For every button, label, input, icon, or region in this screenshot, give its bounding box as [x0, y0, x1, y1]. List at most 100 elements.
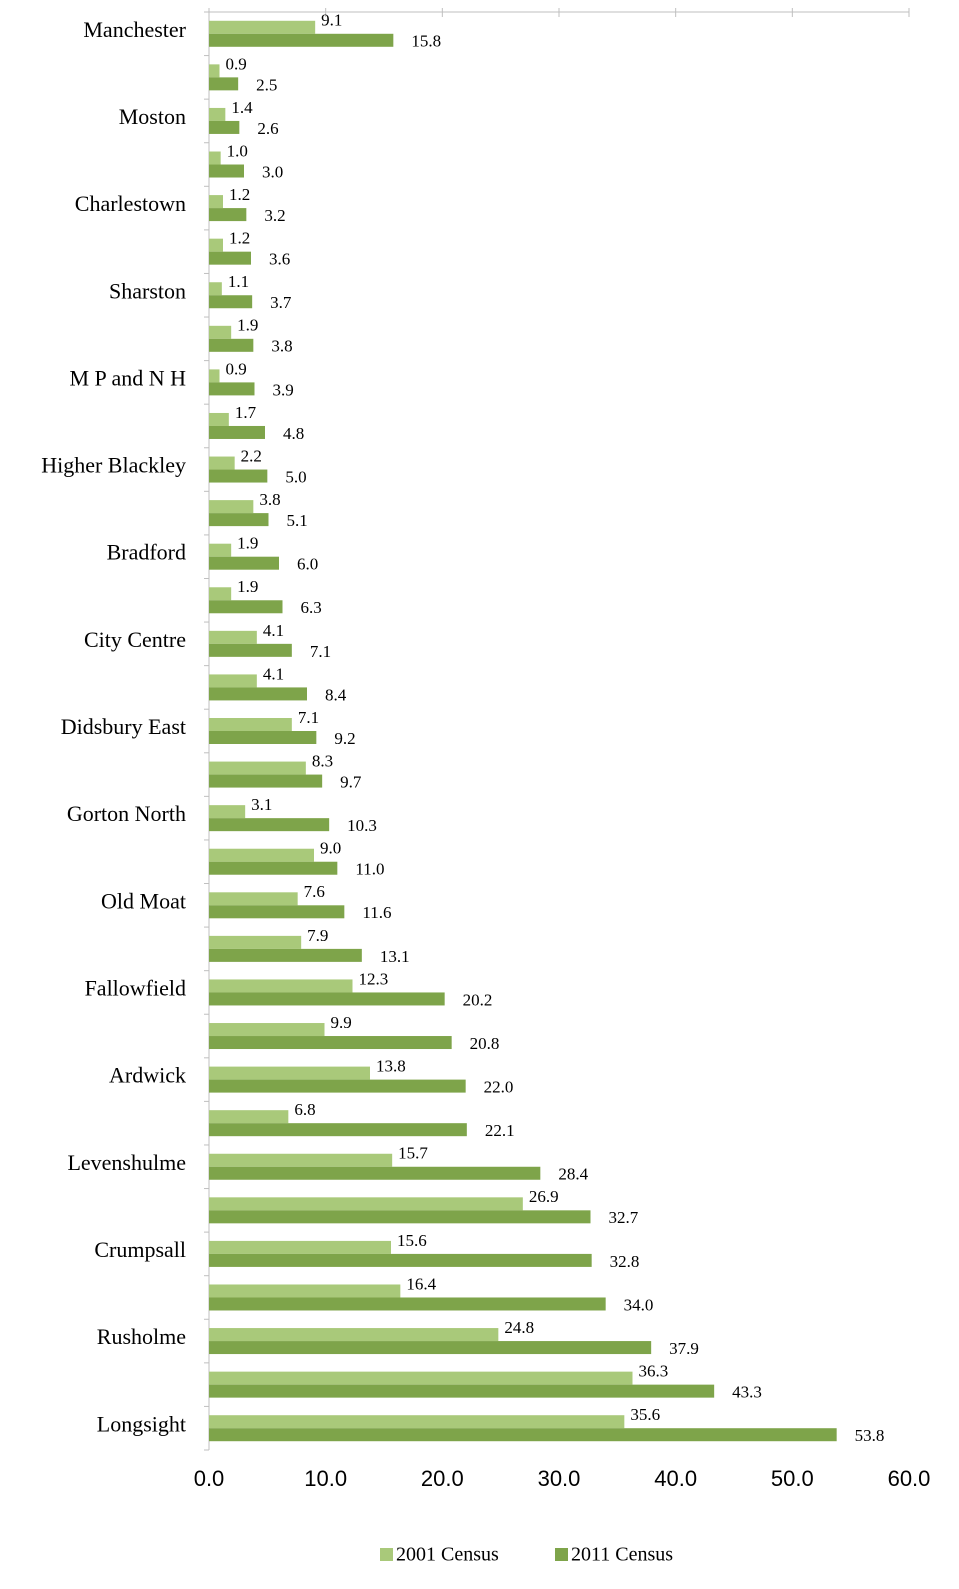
- value-label: 7.9: [307, 926, 328, 945]
- bar: [209, 892, 298, 906]
- value-label: 24.8: [504, 1318, 534, 1337]
- bar: [209, 1328, 499, 1342]
- bar: [209, 935, 302, 949]
- value-label: 9.1: [321, 11, 342, 30]
- value-label: 1.9: [237, 577, 258, 596]
- bar: [209, 761, 306, 775]
- value-label: 2.6: [257, 119, 278, 138]
- value-label: 1.4: [231, 98, 253, 117]
- bar: [209, 295, 253, 309]
- value-label: 26.9: [529, 1187, 559, 1206]
- bar: [209, 151, 221, 165]
- value-label: 15.8: [411, 32, 441, 51]
- value-label: 2.5: [256, 75, 277, 94]
- value-label: 36.3: [639, 1362, 669, 1381]
- bar: [209, 543, 232, 557]
- bar: [209, 1023, 325, 1037]
- bar: [209, 1110, 289, 1124]
- bar: [209, 456, 235, 470]
- category-label: Longsight: [97, 1411, 186, 1436]
- bar: [209, 731, 317, 744]
- value-label: 1.7: [235, 403, 257, 422]
- bar: [209, 1066, 370, 1080]
- value-label: 15.6: [397, 1231, 427, 1250]
- value-label: 6.3: [301, 598, 322, 617]
- bar: [209, 1341, 652, 1355]
- value-label: 53.8: [855, 1426, 885, 1445]
- bar: [209, 861, 338, 875]
- value-label: 4.1: [263, 621, 284, 640]
- value-label: 9.2: [334, 729, 355, 748]
- category-label: Charlestown: [75, 191, 186, 216]
- value-label: 3.2: [264, 206, 285, 225]
- value-label: 1.2: [229, 229, 250, 248]
- bar: [209, 556, 279, 570]
- value-label: 20.2: [463, 990, 493, 1009]
- bar: [209, 1428, 837, 1442]
- value-label: 13.1: [380, 947, 410, 966]
- legend-label: 2001 Census: [396, 1544, 499, 1566]
- value-label: 6.8: [294, 1100, 315, 1119]
- bar: [209, 425, 265, 439]
- legend-swatch: [380, 1548, 393, 1561]
- bar: [209, 979, 353, 993]
- bar: [209, 600, 283, 614]
- value-label: 22.0: [484, 1078, 514, 1097]
- value-label: 3.7: [270, 293, 292, 312]
- bar: [209, 469, 268, 483]
- value-label: 6.0: [297, 555, 318, 574]
- value-label: 16.4: [406, 1274, 436, 1293]
- value-label: 9.7: [340, 772, 362, 791]
- x-tick-label: 0.0: [194, 1466, 225, 1491]
- value-label: 1.0: [227, 141, 248, 160]
- bar: [209, 718, 292, 731]
- bar: [209, 338, 254, 352]
- value-label: 0.9: [226, 54, 247, 73]
- legend-label: 2011 Census: [571, 1544, 673, 1566]
- value-label: 37.9: [669, 1339, 699, 1358]
- category-label: Sharston: [109, 278, 186, 303]
- category-label: Bradford: [107, 540, 186, 565]
- bar: [209, 513, 269, 527]
- bar: [209, 1253, 592, 1267]
- bar: [209, 948, 362, 962]
- bar: [209, 33, 394, 47]
- bar: [209, 1371, 633, 1385]
- category-label: Higher Blackley: [41, 453, 186, 478]
- bar: [209, 282, 222, 296]
- category-label: City Centre: [84, 627, 186, 652]
- bar: [209, 325, 232, 339]
- bar: [209, 1297, 606, 1311]
- bar: [209, 1123, 467, 1137]
- value-label: 7.6: [304, 882, 325, 901]
- bar: [209, 818, 330, 832]
- bar: [209, 1384, 715, 1398]
- value-label: 3.8: [259, 490, 280, 509]
- category-label: Manchester: [83, 17, 186, 42]
- x-tick-label: 10.0: [304, 1466, 347, 1491]
- bar: [209, 774, 323, 788]
- bar: [209, 1197, 523, 1211]
- value-label: 1.1: [228, 272, 249, 291]
- value-label: 1.9: [237, 316, 258, 335]
- bar: [209, 587, 232, 601]
- value-label: 11.0: [355, 860, 384, 879]
- bar: [209, 687, 307, 701]
- bar: [209, 369, 220, 383]
- bar: [209, 1079, 466, 1093]
- bar: [209, 848, 314, 862]
- bar: [209, 500, 254, 514]
- category-label: Rusholme: [97, 1324, 186, 1349]
- value-label: 7.1: [310, 642, 331, 661]
- bar: [209, 992, 445, 1006]
- value-label: 12.3: [359, 969, 389, 988]
- value-label: 9.9: [331, 1013, 352, 1032]
- value-label: 32.8: [610, 1252, 640, 1271]
- x-tick-label: 60.0: [888, 1466, 931, 1491]
- value-label: 34.0: [624, 1295, 654, 1314]
- bar: [209, 64, 220, 78]
- x-tick-label: 20.0: [421, 1466, 464, 1491]
- category-label: Crumpsall: [94, 1237, 186, 1262]
- value-label: 5.1: [287, 511, 308, 530]
- category-label: Moston: [119, 104, 186, 129]
